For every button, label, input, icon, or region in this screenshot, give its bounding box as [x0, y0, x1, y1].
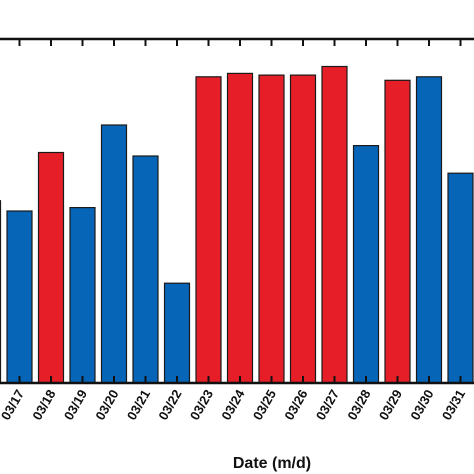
bar-03-16 — [0, 200, 2, 384]
x-tick-label: 03/22 — [155, 387, 184, 423]
bar-03-30 — [415, 76, 443, 384]
bar-03-19 — [69, 207, 96, 384]
x-tick-label: 03/26 — [281, 387, 310, 423]
x-tick-label: 03/27 — [313, 387, 342, 423]
x-axis-title: Date (m/d) — [233, 455, 311, 472]
axes — [0, 37, 474, 385]
bar-03-21 — [132, 155, 159, 384]
x-tick-label: 03/24 — [218, 386, 248, 422]
x-tick-label: 03/30 — [407, 387, 436, 423]
x-tick-label: 03/19 — [61, 387, 90, 423]
bar-03-24 — [226, 72, 254, 384]
tick-labels: 03/17 03/18 03/19 03/20 03/21 03/22 03/23 03/24… — [0, 386, 468, 422]
bar-03-22 — [163, 282, 191, 384]
ticks — [18, 39, 462, 383]
x-tick-label: 03/17 — [0, 387, 27, 423]
bar-03-28 — [352, 145, 380, 384]
bar-03-18 — [37, 151, 65, 384]
x-tick-label: 03/23 — [187, 387, 216, 423]
x-tick-label: 03/28 — [344, 387, 373, 423]
x-tick-label: 03/25 — [250, 387, 279, 423]
bar-03-31 — [447, 172, 474, 384]
bar-03-23 — [195, 76, 222, 384]
bar-03-26 — [289, 74, 317, 384]
x-tick-label: 03/18 — [29, 387, 58, 423]
x-tick-label: 03/20 — [92, 387, 121, 423]
bar-03-25 — [258, 74, 285, 384]
bar-03-20 — [100, 124, 128, 384]
x-tick-label: 03/21 — [124, 387, 153, 423]
x-tick-label: 03/29 — [376, 387, 405, 423]
x-tick-label: 03/31 — [439, 387, 468, 423]
bar-03-29 — [384, 79, 411, 384]
bars — [0, 65, 474, 384]
bar-03-17 — [6, 210, 33, 384]
bar-03-27 — [321, 65, 348, 384]
